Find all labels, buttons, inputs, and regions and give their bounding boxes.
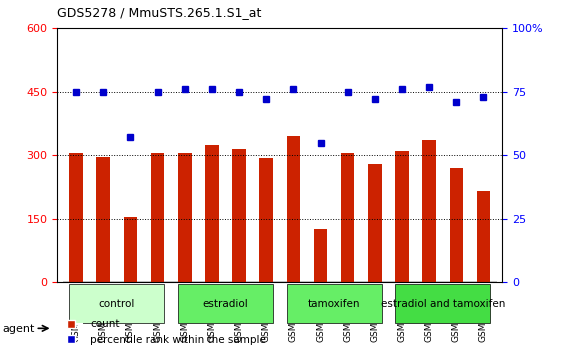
Text: estradiol and tamoxifen: estradiol and tamoxifen [380, 299, 505, 309]
Bar [259, 158, 273, 282]
Bar [477, 191, 490, 282]
Bar [178, 153, 191, 282]
Bar [205, 145, 219, 282]
Bar [395, 151, 409, 282]
FancyBboxPatch shape [395, 284, 490, 324]
Text: control: control [99, 299, 135, 309]
Text: GDS5278 / MmuSTS.265.1.S1_at: GDS5278 / MmuSTS.265.1.S1_at [57, 6, 262, 19]
Bar [341, 153, 355, 282]
Bar [449, 168, 463, 282]
Bar [423, 141, 436, 282]
Bar [232, 149, 246, 282]
FancyBboxPatch shape [178, 284, 273, 324]
Text: agent: agent [3, 324, 35, 333]
Text: estradiol: estradiol [203, 299, 248, 309]
Bar [96, 157, 110, 282]
Text: tamoxifen: tamoxifen [308, 299, 360, 309]
Bar [313, 229, 327, 282]
Bar [69, 153, 83, 282]
Bar [287, 136, 300, 282]
FancyBboxPatch shape [69, 284, 164, 324]
Legend: count, percentile rank within the sample: count, percentile rank within the sample [57, 315, 270, 349]
FancyBboxPatch shape [287, 284, 381, 324]
Bar [151, 153, 164, 282]
Bar [124, 217, 137, 282]
Bar [368, 164, 381, 282]
